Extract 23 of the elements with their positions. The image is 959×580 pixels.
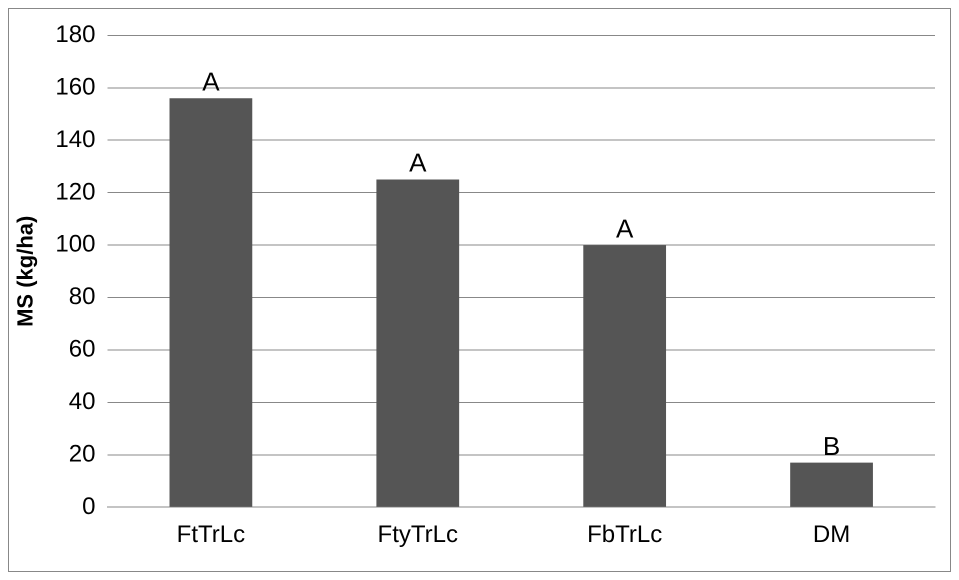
annotation: A (409, 148, 428, 178)
bar (583, 245, 666, 507)
annotation: A (616, 213, 634, 244)
x-tick-label: FtTrLc (176, 521, 246, 548)
y-tick-label: 0 (82, 492, 96, 520)
annotation: B (822, 430, 840, 461)
bar (376, 180, 460, 507)
y-tick-label: 60 (68, 336, 96, 363)
annotation: A (202, 66, 220, 96)
bar (170, 98, 252, 507)
y-tick-label: 20 (68, 440, 96, 468)
x-tick-label: FtyTrLc (378, 521, 458, 548)
y-tick-label: 40 (68, 388, 96, 415)
y-tick-label: 120 (55, 178, 96, 206)
x-tick-label: DM (812, 521, 850, 548)
bar (790, 462, 873, 507)
y-tick-label: 80 (68, 283, 96, 310)
y-tick-label: 180 (55, 21, 96, 48)
y-tick-label: 160 (55, 73, 96, 100)
y-tick-label: 140 (55, 126, 96, 153)
y-axis-title: MS (kg/ha) (12, 216, 38, 327)
x-tick-label: FbTrLc (587, 521, 662, 548)
y-tick-label: 100 (55, 230, 96, 258)
